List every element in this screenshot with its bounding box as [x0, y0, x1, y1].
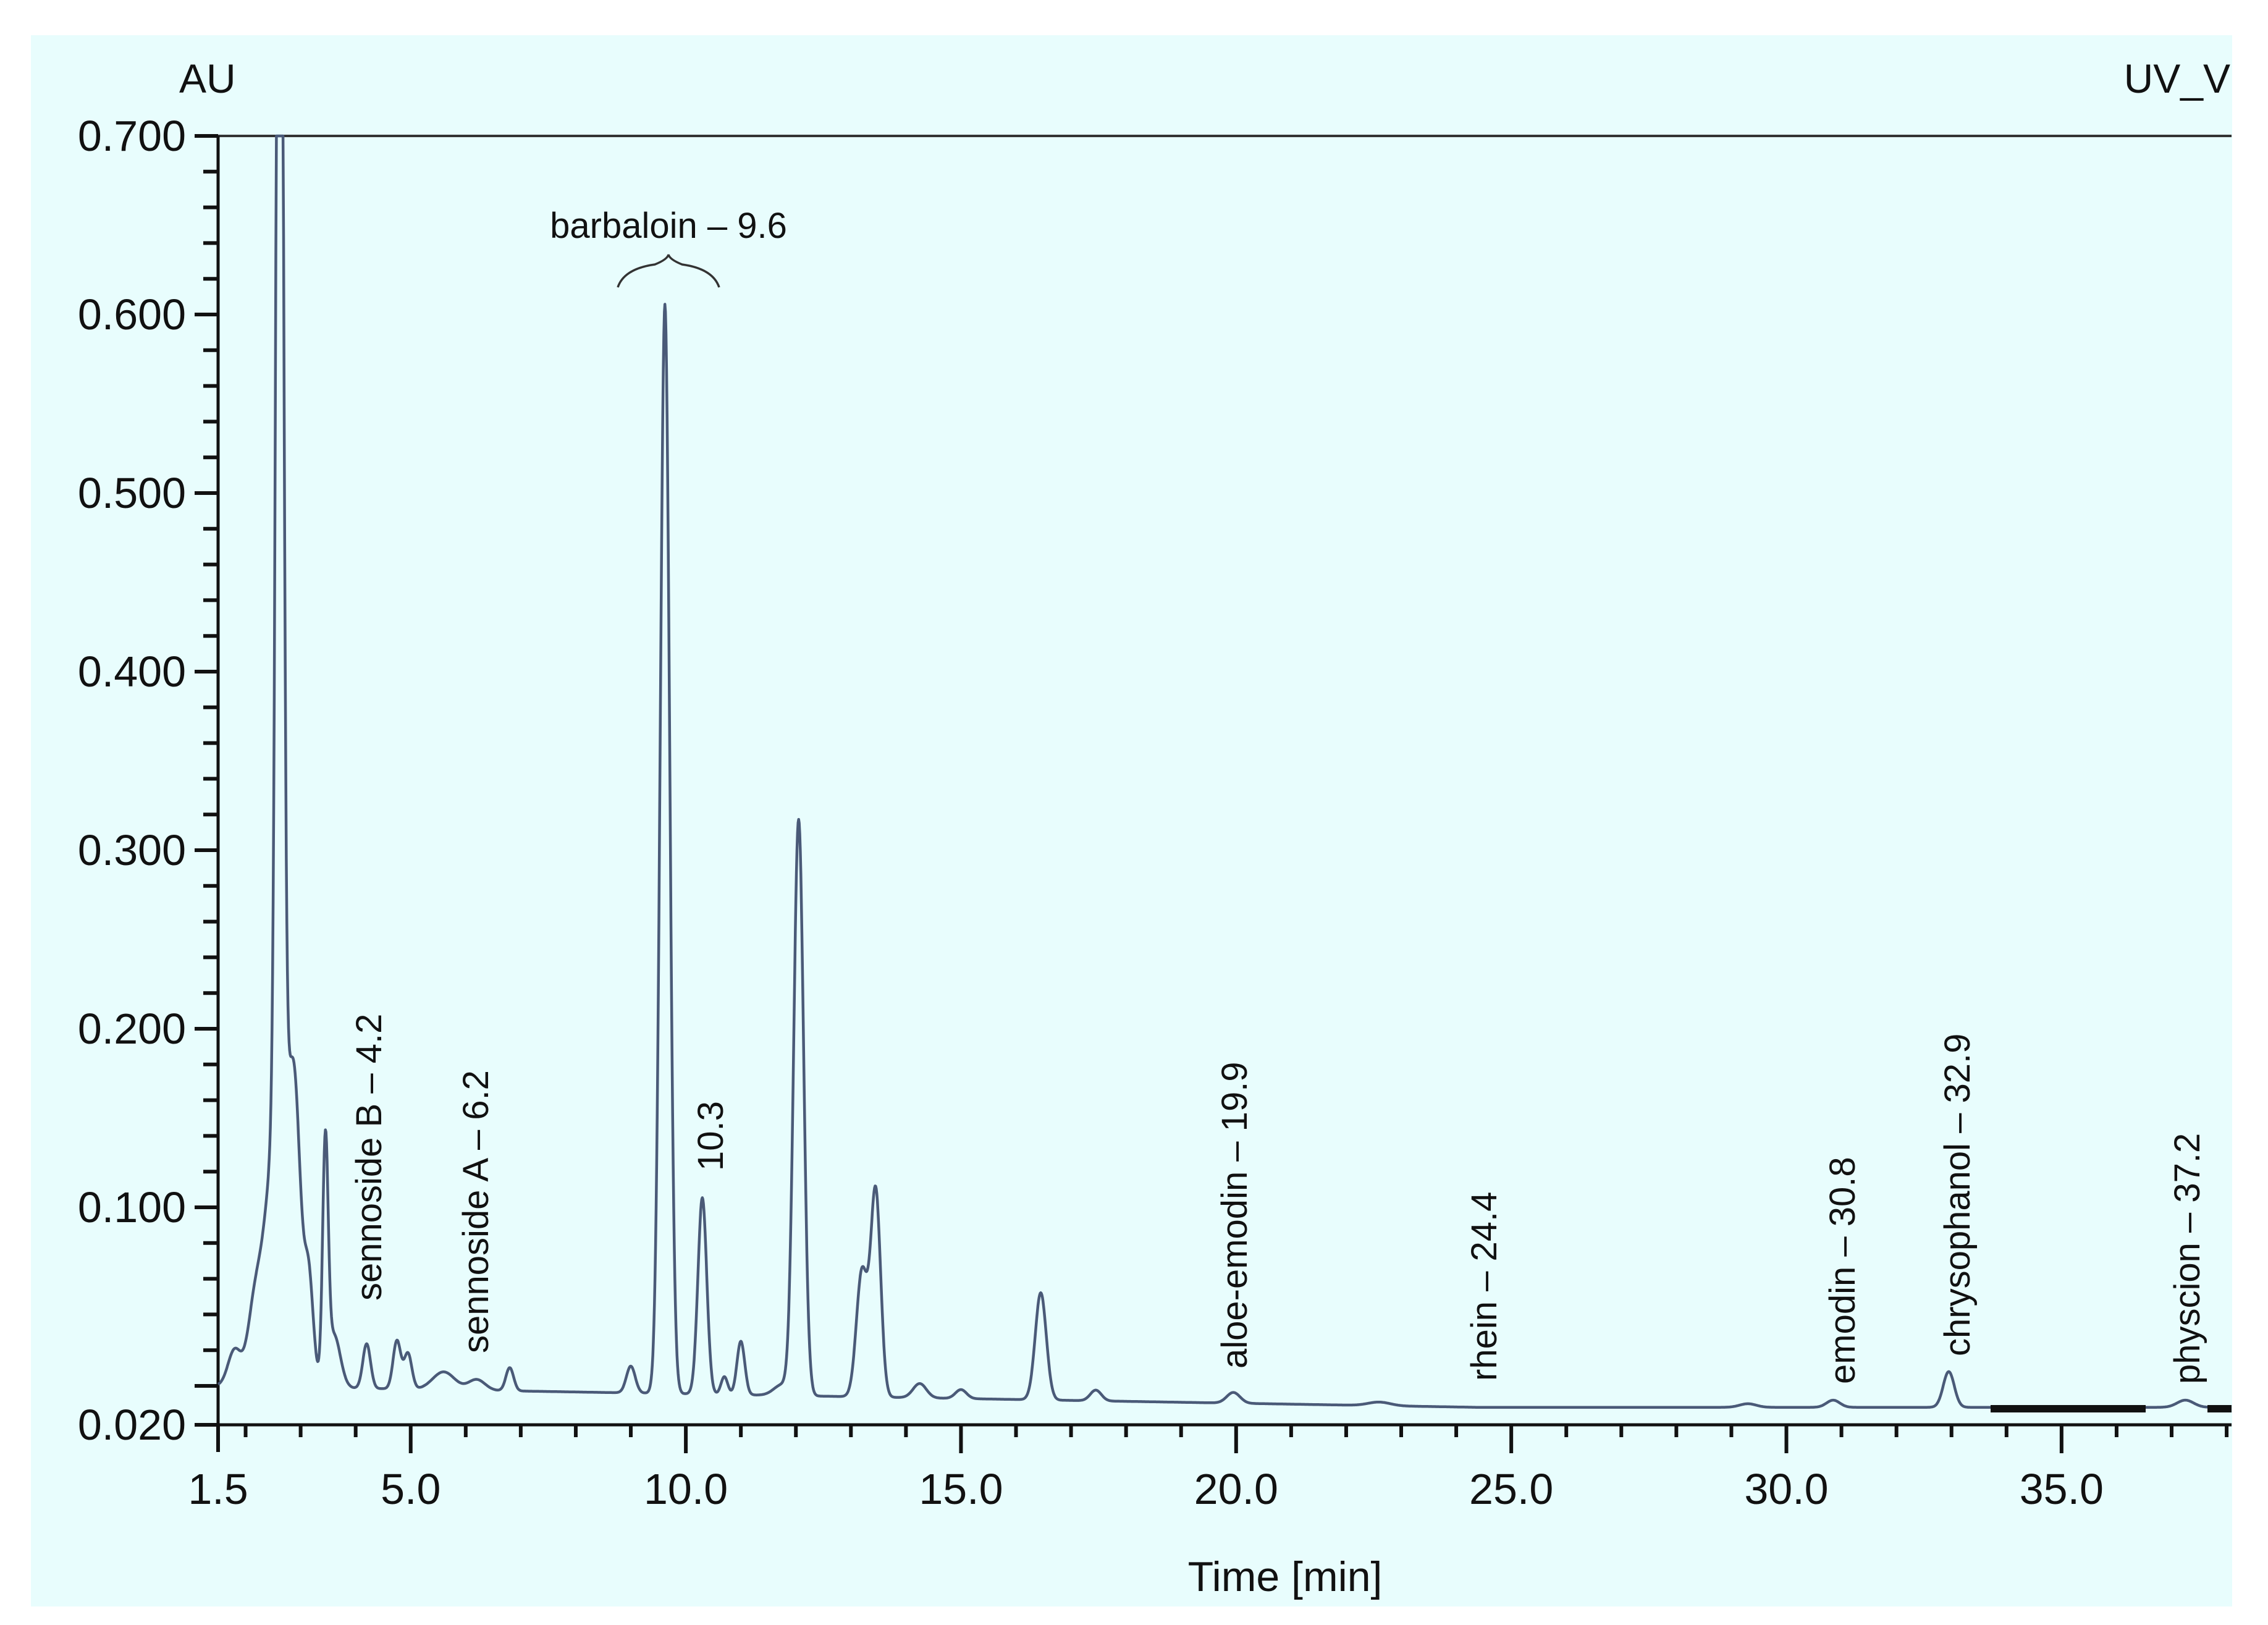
x-tick-label: 15.0: [919, 1465, 1003, 1513]
x-tick-label: 10.0: [644, 1465, 728, 1513]
annotation-10-3: 10.3: [691, 1101, 731, 1171]
annotation-rhein: rhein – 24.4: [1464, 1192, 1504, 1381]
x-tick-label: 5.0: [381, 1465, 441, 1513]
y-tick-label: 0.600: [78, 290, 186, 339]
x-tick-label: 20.0: [1194, 1465, 1278, 1513]
barbaloin-brace: [617, 254, 720, 288]
x-tick-label: 35.0: [2020, 1465, 2104, 1513]
annotation-aloe-emodin: aloe-emodin – 19.9: [1215, 1062, 1255, 1369]
x-tick-label: 25.0: [1469, 1465, 1553, 1513]
annotation-barbaloin: barbaloin – 9.6: [550, 206, 787, 246]
annotation-emodin: emodin – 30.8: [1823, 1157, 1863, 1384]
x-tick-label: 30.0: [1744, 1465, 1828, 1513]
y-unit-label: AU: [179, 56, 236, 101]
annotation-chrysophanol: chrysophanol – 32.9: [1937, 1034, 1978, 1356]
y-tick-label: 0.400: [78, 648, 186, 696]
x-axis-title: Time [min]: [1188, 1553, 1383, 1600]
chromatogram-trace: [217, 134, 2232, 1412]
x-axis: 1.5 5.0 10.0 15.0 20.0 25.0 30.0 35.0: [188, 1423, 2232, 1513]
annotation-sennoside-a: sennoside A – 6.2: [456, 1070, 496, 1353]
y-tick-label: 0.500: [78, 469, 186, 517]
annotation-physcion: physcion – 37.2: [2167, 1133, 2207, 1384]
y-tick-label: 0.700: [78, 112, 186, 160]
channel-label: UV_V: [2124, 56, 2230, 101]
x-tick-label: 1.5: [188, 1465, 248, 1513]
y-axis: 0.700 0.600 0.500 0.400 0.300 0.200 0.100 0.020: [78, 112, 220, 1449]
trace-line: [217, 134, 2232, 1409]
y-tick-label: 0.300: [78, 826, 186, 874]
y-tick-label: 0.020: [78, 1401, 186, 1449]
y-tick-label: 0.200: [78, 1005, 186, 1053]
annotation-sennoside-b: sennoside B – 4.2: [349, 1014, 389, 1301]
y-tick-label: 0.100: [78, 1183, 186, 1231]
